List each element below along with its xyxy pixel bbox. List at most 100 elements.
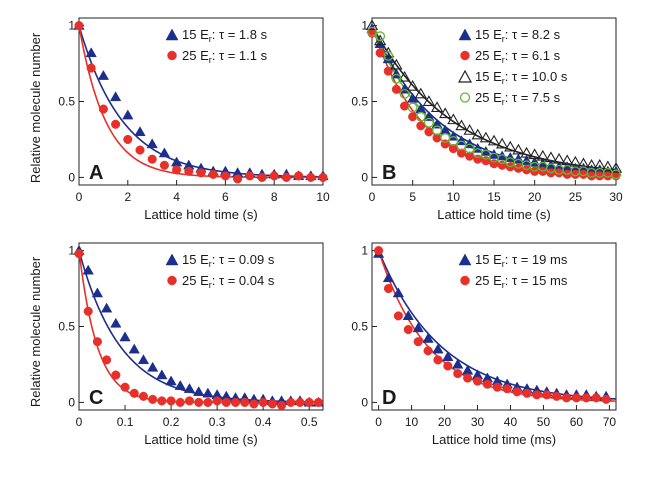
- x-tick-label: 30: [471, 415, 485, 429]
- x-axis-label: Lattice hold time (s): [144, 432, 257, 447]
- data-point: [487, 134, 501, 146]
- data-point: [128, 343, 140, 354]
- legend-label: 15 Er: τ = 8.2 s: [475, 27, 561, 44]
- y-tick-label: 1: [361, 19, 368, 33]
- data-point: [453, 369, 463, 379]
- y-tick-label: 0.5: [58, 95, 75, 109]
- data-point: [552, 152, 566, 164]
- data-point: [277, 400, 287, 410]
- x-axis-label: Lattice hold time (s): [144, 207, 257, 222]
- plot-frame: [78, 17, 324, 186]
- data-point: [166, 396, 176, 406]
- data-point: [399, 88, 410, 99]
- x-axis-label: Lattice hold time (s): [437, 207, 550, 222]
- data-point: [512, 143, 525, 155]
- data-point: [122, 109, 134, 120]
- data-point: [463, 373, 473, 383]
- data-point: [412, 322, 424, 333]
- data-point: [165, 375, 177, 386]
- x-tick-label: 25: [569, 190, 583, 204]
- data-point: [422, 95, 436, 106]
- data-point: [109, 91, 122, 102]
- data-point: [416, 121, 426, 131]
- data-point: [257, 172, 267, 182]
- y-tick-label: 1: [68, 19, 75, 33]
- data-point: [367, 26, 377, 37]
- data-point: [184, 166, 194, 176]
- data-point: [569, 155, 582, 167]
- data-point: [172, 165, 182, 175]
- y-tick-label: 0: [68, 170, 75, 184]
- data-point: [100, 302, 113, 313]
- data-point: [452, 358, 464, 369]
- data-point: [374, 246, 384, 256]
- data-point: [306, 172, 316, 182]
- x-tick-label: 30: [609, 190, 623, 204]
- data-point: [86, 63, 96, 73]
- data-point: [399, 101, 410, 111]
- data-point: [423, 117, 434, 128]
- data-point: [456, 148, 467, 158]
- data-point: [512, 387, 522, 397]
- data-point: [561, 393, 572, 403]
- data-point: [147, 361, 159, 372]
- data-point: [233, 174, 243, 184]
- data-point: [391, 84, 401, 94]
- legend-label: 15 Er: τ = 1.8 s: [182, 27, 268, 44]
- legend-marker: [165, 28, 179, 41]
- x-tick-label: 0.5: [301, 415, 318, 429]
- panel-label: D: [382, 387, 396, 409]
- data-point: [313, 397, 323, 407]
- data-point: [415, 111, 426, 122]
- data-point: [159, 160, 169, 170]
- legend-marker: [457, 69, 473, 83]
- y-tick-label: 1: [68, 244, 75, 258]
- data-point: [92, 337, 102, 347]
- y-axis-label-top: Relative molecule number: [28, 32, 43, 183]
- data-point: [482, 379, 492, 389]
- data-point: [414, 87, 427, 99]
- y-tick-label: 0: [361, 170, 368, 184]
- data-point: [591, 393, 601, 403]
- data-point: [129, 388, 139, 398]
- x-tick-label: 40: [504, 415, 518, 429]
- data-point: [422, 332, 434, 343]
- data-point: [294, 171, 304, 181]
- x-tick-label: 10: [447, 190, 461, 204]
- data-point: [424, 127, 434, 137]
- data-point: [536, 149, 549, 161]
- data-point: [611, 169, 621, 180]
- data-point: [286, 397, 296, 407]
- data-point: [398, 70, 411, 82]
- data-point: [522, 388, 532, 398]
- data-point: [147, 154, 157, 164]
- data-point: [208, 169, 218, 179]
- x-tick-label: 0: [369, 190, 376, 204]
- x-tick-label: 10: [316, 190, 330, 204]
- data-point: [479, 131, 493, 143]
- data-point: [98, 104, 108, 114]
- y-tick-label: 0: [361, 395, 368, 409]
- data-point: [447, 113, 460, 125]
- x-tick-label: 0.4: [255, 415, 272, 429]
- data-point: [383, 51, 394, 61]
- data-point: [281, 172, 291, 182]
- data-point: [448, 136, 459, 146]
- x-tick-label: 0.3: [209, 415, 226, 429]
- panel-c: 0 0.1 0.2 0.3 0.4 0.5 0 0.5 1 Lattice hold time (…: [58, 242, 325, 447]
- data-point: [269, 171, 279, 181]
- data-point: [74, 21, 84, 31]
- data-point: [119, 331, 131, 342]
- data-point: [102, 355, 112, 365]
- x-tick-label: 0.2: [163, 415, 180, 429]
- data-point: [85, 47, 97, 58]
- data-point: [504, 140, 517, 152]
- data-point: [392, 287, 405, 298]
- data-point: [111, 119, 121, 129]
- x-tick-label: 20: [438, 415, 452, 429]
- data-point: [258, 397, 268, 407]
- y-tick-label: 0.5: [58, 320, 75, 334]
- data-point: [91, 287, 104, 298]
- data-point: [532, 390, 542, 400]
